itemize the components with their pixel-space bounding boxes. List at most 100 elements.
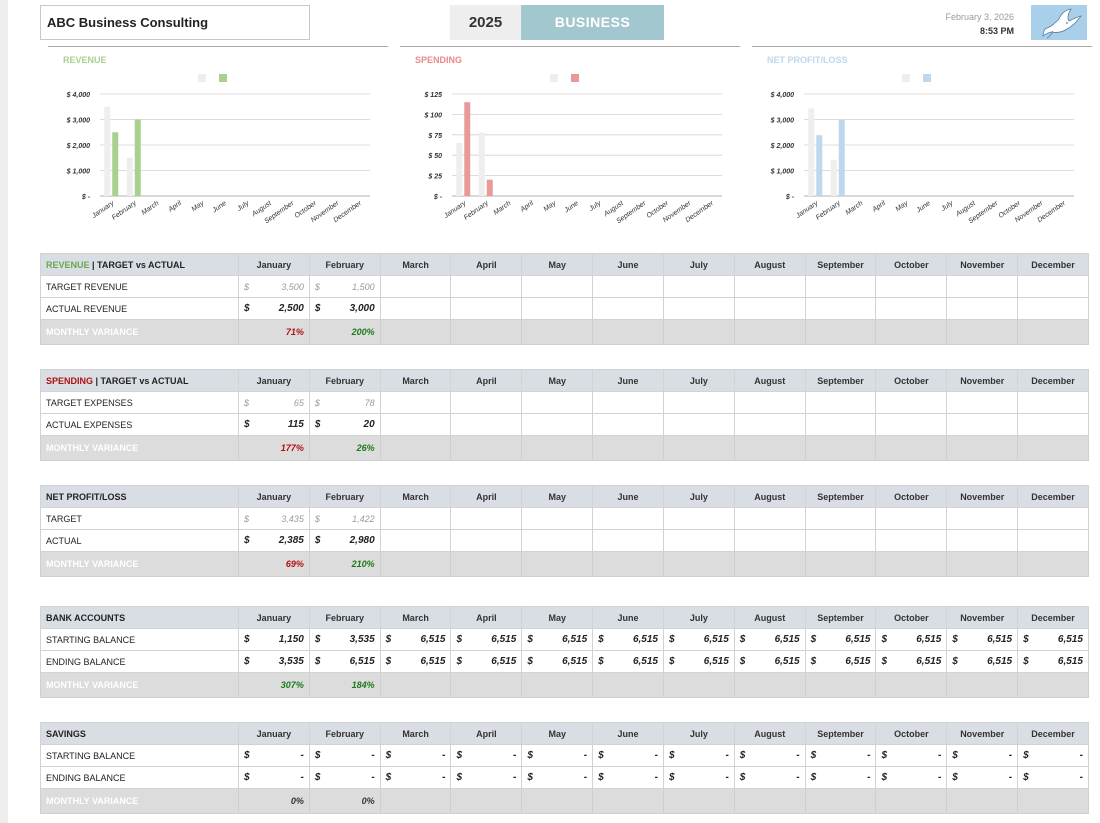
value-cell[interactable]: $ - [521,744,594,767]
value-cell[interactable] [1017,297,1089,320]
value-cell[interactable]: $ - [1017,744,1089,767]
value-cell[interactable] [804,391,877,414]
value-cell[interactable] [379,529,452,552]
value-cell[interactable] [1017,391,1089,414]
value-cell[interactable] [521,413,594,436]
value-cell[interactable]: $ - [379,766,452,789]
value-cell[interactable] [662,413,735,436]
value-cell[interactable] [379,413,452,436]
value-cell[interactable] [450,297,523,320]
value-cell[interactable]: $6,515 [379,628,452,651]
value-cell[interactable] [450,529,523,552]
value-cell[interactable] [521,529,594,552]
value-cell[interactable]: $ - [592,744,664,767]
value-cell[interactable]: $6,515 [733,628,806,651]
value-cell[interactable] [379,275,452,298]
value-cell[interactable]: $ - [450,744,523,767]
value-cell[interactable] [875,413,948,436]
value-cell[interactable] [450,507,523,530]
value-cell[interactable] [379,507,452,530]
value-cell[interactable]: $1,422 [308,507,381,530]
value-cell[interactable]: $3,535 [238,650,310,673]
value-cell[interactable]: $6,515 [450,628,523,651]
value-cell[interactable]: $6,515 [450,650,523,673]
value-cell[interactable]: $3,000 [308,297,381,320]
value-cell[interactable] [804,297,877,320]
value-cell[interactable]: $ - [238,766,310,789]
value-cell[interactable]: $ - [1017,766,1089,789]
value-cell[interactable] [592,529,664,552]
value-cell[interactable]: $ - [379,744,452,767]
value-cell[interactable] [662,391,735,414]
value-cell[interactable] [662,297,735,320]
value-cell[interactable] [1017,507,1089,530]
value-cell[interactable] [875,507,948,530]
value-cell[interactable]: $2,500 [238,297,310,320]
value-cell[interactable] [733,507,806,530]
value-cell[interactable]: $3,535 [308,628,381,651]
value-cell[interactable]: $115 [238,413,310,436]
value-cell[interactable] [946,529,1019,552]
value-cell[interactable] [733,391,806,414]
value-cell[interactable]: $ - [450,766,523,789]
value-cell[interactable] [733,529,806,552]
value-cell[interactable] [521,507,594,530]
value-cell[interactable] [733,275,806,298]
value-cell[interactable]: $ - [592,766,664,789]
value-cell[interactable]: $6,515 [733,650,806,673]
value-cell[interactable]: $6,515 [1017,650,1089,673]
value-cell[interactable]: $6,515 [946,628,1019,651]
value-cell[interactable] [450,413,523,436]
value-cell[interactable]: $ - [662,766,735,789]
value-cell[interactable] [450,275,523,298]
value-cell[interactable] [379,297,452,320]
value-cell[interactable] [662,507,735,530]
value-cell[interactable]: $1,500 [308,275,381,298]
value-cell[interactable] [521,275,594,298]
value-cell[interactable]: $6,515 [592,650,664,673]
value-cell[interactable]: $3,435 [238,507,310,530]
value-cell[interactable]: $6,515 [875,628,948,651]
value-cell[interactable]: $6,515 [804,650,877,673]
value-cell[interactable] [804,275,877,298]
value-cell[interactable] [662,529,735,552]
value-cell[interactable] [592,507,664,530]
company-name-field[interactable]: ABC Business Consulting [40,5,310,40]
value-cell[interactable] [521,391,594,414]
value-cell[interactable]: $ - [804,744,877,767]
value-cell[interactable]: $ - [875,766,948,789]
value-cell[interactable] [592,391,664,414]
value-cell[interactable] [592,297,664,320]
value-cell[interactable] [875,391,948,414]
value-cell[interactable] [1017,275,1089,298]
value-cell[interactable]: $ - [521,766,594,789]
value-cell[interactable] [1017,413,1089,436]
value-cell[interactable]: $ - [875,744,948,767]
value-cell[interactable] [733,413,806,436]
value-cell[interactable]: $6,515 [1017,628,1089,651]
value-cell[interactable]: $6,515 [592,628,664,651]
value-cell[interactable]: $6,515 [946,650,1019,673]
value-cell[interactable]: $6,515 [379,650,452,673]
value-cell[interactable]: $ - [308,766,381,789]
value-cell[interactable] [592,275,664,298]
value-cell[interactable] [592,413,664,436]
value-cell[interactable]: $2,980 [308,529,381,552]
value-cell[interactable]: $65 [238,391,310,414]
value-cell[interactable]: $ - [662,744,735,767]
value-cell[interactable]: $6,515 [308,650,381,673]
value-cell[interactable] [662,275,735,298]
value-cell[interactable]: $6,515 [804,628,877,651]
value-cell[interactable]: $ - [733,744,806,767]
value-cell[interactable]: $2,385 [238,529,310,552]
value-cell[interactable]: $ - [946,744,1019,767]
value-cell[interactable]: $6,515 [662,628,735,651]
value-cell[interactable]: $6,515 [521,628,594,651]
value-cell[interactable] [946,507,1019,530]
value-cell[interactable]: $6,515 [875,650,948,673]
value-cell[interactable]: $6,515 [521,650,594,673]
value-cell[interactable]: $78 [308,391,381,414]
value-cell[interactable] [804,529,877,552]
value-cell[interactable]: $ - [733,766,806,789]
value-cell[interactable] [733,297,806,320]
